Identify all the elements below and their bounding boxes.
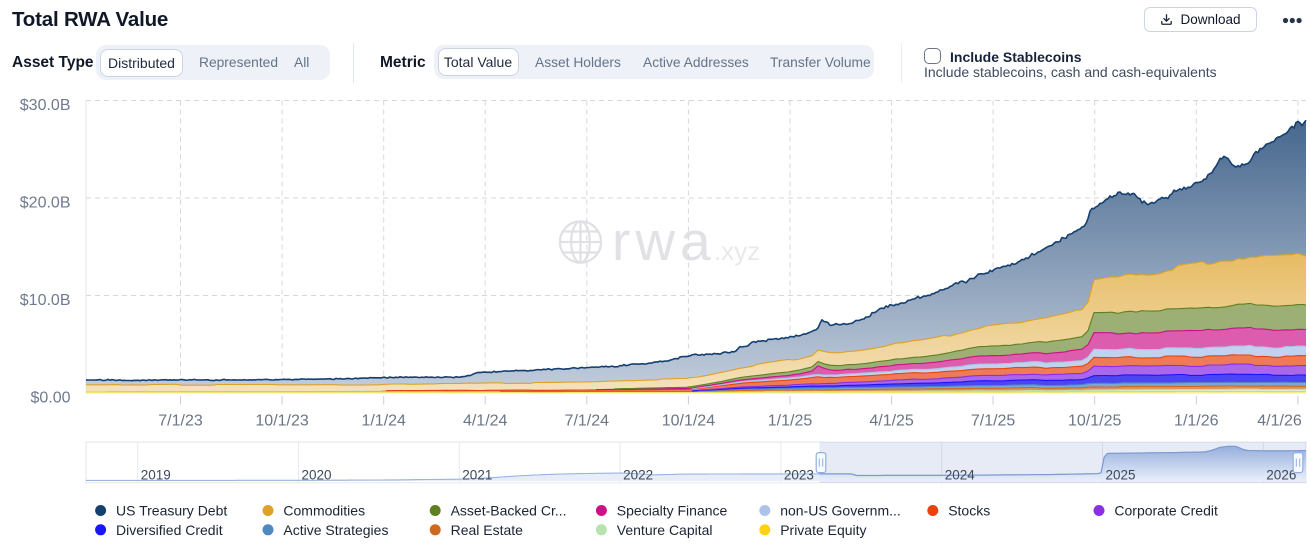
svg-text:4/1/25: 4/1/25 xyxy=(869,413,914,430)
svg-text:$30.0B: $30.0B xyxy=(20,97,71,114)
svg-text:Specialty Finance: Specialty Finance xyxy=(617,503,728,519)
svg-text:.xyz: .xyz xyxy=(714,236,760,266)
svg-text:4/1/26: 4/1/26 xyxy=(1257,413,1302,430)
svg-text:Diversified Credit: Diversified Credit xyxy=(116,522,223,538)
svg-text:7/1/23: 7/1/23 xyxy=(158,413,203,430)
svg-text:10/1/24: 10/1/24 xyxy=(662,413,715,430)
svg-text:1/1/25: 1/1/25 xyxy=(768,413,813,430)
svg-text:Private Equity: Private Equity xyxy=(780,522,866,538)
svg-text:10/1/23: 10/1/23 xyxy=(255,413,308,430)
svg-text:$20.0B: $20.0B xyxy=(20,194,71,211)
svg-text:$10.0B: $10.0B xyxy=(20,292,71,309)
svg-text:Venture Capital: Venture Capital xyxy=(617,522,713,538)
svg-text:2024: 2024 xyxy=(945,468,976,483)
svg-text:Corporate Credit: Corporate Credit xyxy=(1114,503,1218,519)
svg-text:2026: 2026 xyxy=(1266,468,1296,483)
svg-text:$0.00: $0.00 xyxy=(30,389,70,406)
svg-text:Active Strategies: Active Strategies xyxy=(283,522,388,538)
svg-text:7/1/24: 7/1/24 xyxy=(565,413,610,430)
svg-text:non-US Governm...: non-US Governm... xyxy=(780,503,901,519)
svg-text:Real Estate: Real Estate xyxy=(451,522,524,538)
svg-text:10/1/25: 10/1/25 xyxy=(1068,413,1121,430)
svg-text:4/1/24: 4/1/24 xyxy=(463,413,508,430)
svg-text:Stocks: Stocks xyxy=(948,503,990,519)
svg-text:7/1/25: 7/1/25 xyxy=(971,413,1016,430)
svg-text:US Treasury Debt: US Treasury Debt xyxy=(116,503,227,519)
svg-text:1/1/26: 1/1/26 xyxy=(1174,413,1219,430)
svg-text:rwa: rwa xyxy=(612,210,716,272)
svg-text:Asset-Backed Cr...: Asset-Backed Cr... xyxy=(451,503,567,519)
svg-text:2021: 2021 xyxy=(462,468,492,483)
svg-text:2023: 2023 xyxy=(784,468,814,483)
svg-text:Commodities: Commodities xyxy=(283,503,365,519)
svg-text:1/1/24: 1/1/24 xyxy=(361,413,406,430)
svg-text:2020: 2020 xyxy=(302,468,332,483)
svg-text:2025: 2025 xyxy=(1106,468,1136,483)
svg-text:2022: 2022 xyxy=(623,468,653,483)
svg-text:2019: 2019 xyxy=(141,468,171,483)
